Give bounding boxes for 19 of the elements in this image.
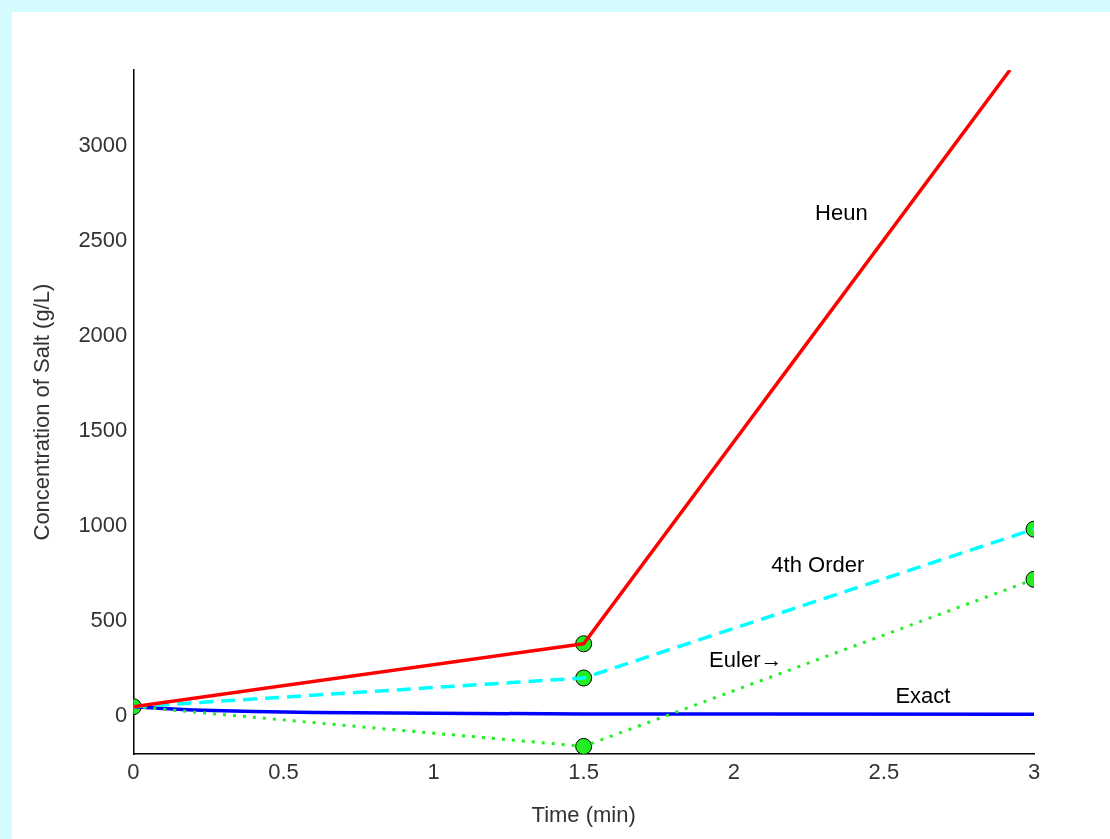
series-label: Exact bbox=[895, 683, 951, 709]
x-tick-label: 0.5 bbox=[268, 759, 299, 785]
series-label: Heun bbox=[815, 199, 868, 225]
series-label: 4th Order bbox=[771, 551, 865, 577]
x-tick-label: 3 bbox=[1027, 759, 1041, 785]
series-label: Euler→ bbox=[709, 647, 783, 673]
y-tick-label: 1000 bbox=[78, 512, 128, 538]
x-tick-label: 2 bbox=[727, 759, 740, 785]
y-tick-label: 1500 bbox=[78, 417, 128, 443]
y-tick-label: 2500 bbox=[78, 227, 128, 253]
y-tick-label: 3000 bbox=[78, 132, 128, 158]
y-tick-label: 2000 bbox=[78, 322, 128, 348]
x-axis-title: Time (min) bbox=[531, 801, 636, 827]
x-tick-label: 1 bbox=[427, 759, 440, 785]
y-axis-title: Concentration of Salt (g/L) bbox=[29, 283, 55, 541]
x-tick-label: 2.5 bbox=[868, 759, 900, 785]
x-tick-label: 1.5 bbox=[568, 759, 599, 785]
y-tick-label: 0 bbox=[115, 702, 128, 728]
y-tick-label: 500 bbox=[90, 607, 128, 633]
